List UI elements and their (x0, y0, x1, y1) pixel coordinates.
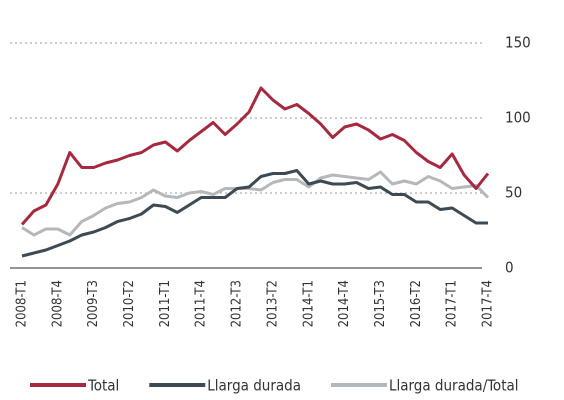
y-tick-label: 100 (505, 109, 531, 127)
x-tick-label: 2008-T4 (50, 280, 65, 327)
x-tick-label: 2015-T3 (373, 280, 388, 327)
x-tick-label: 2008-T1 (15, 280, 30, 327)
series-line (20, 86, 490, 226)
x-tick-label: 2014-T1 (301, 280, 316, 327)
x-tick-label: 2012-T3 (230, 280, 245, 327)
x-tick-label: 2011-T1 (158, 280, 173, 327)
legend-label: Llarga durada/Total (389, 377, 519, 395)
y-tick-label: 0 (505, 259, 514, 277)
x-tick-label: 2016-T2 (409, 280, 424, 327)
y-tick-label: 150 (505, 34, 531, 52)
y-tick-label: 50 (505, 184, 522, 202)
x-tick-label: 2017-T1 (445, 280, 460, 327)
x-tick-label: 2017-T4 (481, 280, 496, 327)
x-tick-label: 2009-T3 (86, 280, 101, 327)
series-line (21, 170, 490, 237)
x-tick-label: 2011-T4 (194, 280, 209, 327)
x-tick-label: 2010-T2 (122, 280, 137, 327)
x-tick-label: 2013-T2 (265, 280, 280, 327)
x-tick-label: 2014-T4 (337, 280, 352, 327)
legend-label: Total (87, 377, 119, 395)
legend-label: Llarga durada (207, 377, 301, 395)
series-line (21, 169, 488, 258)
